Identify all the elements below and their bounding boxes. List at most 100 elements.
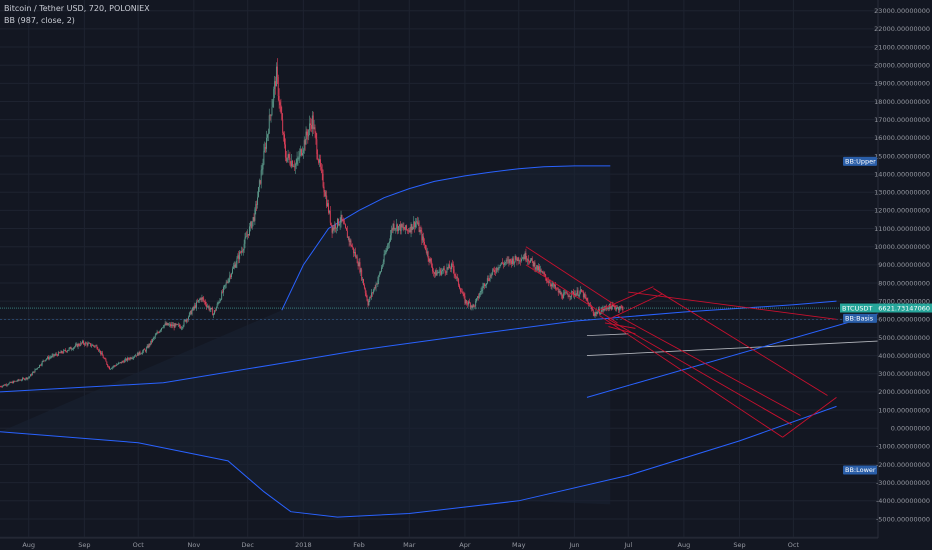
candle-body bbox=[9, 382, 11, 384]
candle-body bbox=[357, 263, 359, 267]
candle-body bbox=[121, 361, 123, 364]
candle-body bbox=[87, 343, 89, 346]
indicator-label[interactable]: BB (987, close, 2) bbox=[4, 16, 75, 25]
symbol-title[interactable]: Bitcoin / Tether USD, 720, POLONIEX bbox=[4, 4, 150, 13]
candle-body bbox=[429, 258, 431, 262]
candle-body bbox=[551, 284, 553, 287]
candle-body bbox=[566, 292, 568, 295]
candle-body bbox=[388, 243, 390, 245]
candle-body bbox=[113, 365, 115, 367]
candle-body bbox=[507, 259, 509, 261]
candle-body bbox=[497, 268, 499, 270]
candle-body bbox=[343, 221, 345, 224]
candle-body bbox=[518, 257, 520, 262]
candle-body bbox=[262, 164, 264, 170]
candle-body bbox=[298, 157, 300, 159]
candle-body bbox=[578, 294, 580, 296]
candle-body bbox=[442, 268, 444, 270]
candle-body bbox=[435, 270, 437, 276]
candle-body bbox=[150, 340, 152, 345]
candle-body bbox=[252, 217, 254, 222]
candle-body bbox=[529, 259, 531, 263]
candle-body bbox=[82, 341, 84, 343]
candle-body bbox=[482, 286, 484, 290]
candle-body bbox=[197, 301, 198, 303]
price-tick-label: 18000.00000000 bbox=[874, 98, 930, 106]
candle-body bbox=[204, 300, 206, 302]
candle-body bbox=[615, 307, 617, 310]
candle-body bbox=[104, 358, 106, 360]
candle-body bbox=[168, 324, 170, 326]
ray-line-blue bbox=[586, 313, 879, 398]
candle-body bbox=[501, 262, 503, 265]
candle-body bbox=[362, 279, 364, 280]
candle-body bbox=[155, 334, 157, 336]
candle-body bbox=[272, 100, 274, 108]
candle-body bbox=[276, 66, 278, 77]
candle-body bbox=[354, 252, 356, 257]
candle-body bbox=[110, 368, 112, 370]
candle-body bbox=[12, 381, 14, 384]
candle-body bbox=[455, 275, 457, 278]
price-tick-label: 4000.00000000 bbox=[878, 352, 930, 360]
candle-body bbox=[263, 150, 265, 165]
candle-body bbox=[472, 304, 474, 308]
candle-body bbox=[495, 267, 497, 273]
candle-body bbox=[193, 307, 195, 309]
candle-body bbox=[80, 342, 82, 346]
candle-body bbox=[280, 105, 282, 113]
candle-body bbox=[167, 323, 169, 326]
candle-body bbox=[185, 320, 187, 322]
candle-body bbox=[417, 222, 419, 224]
price-tick-label: 15000.00000000 bbox=[874, 152, 930, 160]
candle-body bbox=[394, 228, 396, 230]
candle-body bbox=[377, 280, 379, 285]
bb-basis-tag-bg bbox=[843, 313, 877, 323]
candle-body bbox=[209, 309, 211, 310]
candle-body bbox=[226, 282, 228, 284]
bb-background bbox=[0, 165, 611, 518]
candle-body bbox=[96, 345, 98, 349]
price-tick-label: 14000.00000000 bbox=[874, 170, 930, 178]
candle-body bbox=[378, 275, 380, 281]
candle-body bbox=[608, 308, 609, 309]
candle-body bbox=[227, 282, 229, 283]
candle-body bbox=[17, 379, 19, 381]
candle-body bbox=[300, 149, 302, 153]
time-tick-label: Oct bbox=[133, 541, 145, 549]
price-tick-label: 13000.00000000 bbox=[874, 189, 930, 197]
candle-body bbox=[13, 381, 14, 384]
candle-body bbox=[123, 361, 125, 363]
candle-body bbox=[612, 304, 614, 306]
candle-body bbox=[376, 283, 378, 285]
bb-basis-tag: BB:Basis bbox=[843, 313, 877, 323]
candle-body bbox=[190, 310, 192, 315]
candle-body bbox=[579, 291, 581, 295]
candle-body bbox=[161, 328, 162, 331]
candle-body bbox=[528, 259, 530, 262]
candle-body bbox=[206, 306, 208, 307]
channel-line bbox=[525, 264, 618, 324]
candle-body bbox=[197, 300, 199, 302]
candle-body bbox=[101, 352, 103, 356]
candle-body bbox=[372, 292, 373, 294]
candle-body bbox=[620, 306, 622, 308]
candle-body bbox=[255, 204, 257, 210]
price-tick-label: 6000.00000000 bbox=[878, 316, 930, 324]
time-axis: Aug Sep Oct Nov Dec 2018 Feb Mar Apr May Jun Jul Aug… bbox=[0, 537, 878, 550]
candle-body bbox=[312, 115, 314, 129]
candle-body bbox=[33, 371, 35, 373]
candle-body bbox=[59, 352, 61, 354]
candle-body bbox=[239, 251, 241, 260]
candle-body bbox=[508, 259, 510, 263]
candle-body bbox=[74, 344, 76, 347]
candle-body bbox=[163, 324, 165, 327]
candle-body bbox=[335, 224, 337, 229]
candle-body bbox=[370, 296, 372, 298]
candle-body bbox=[98, 349, 100, 352]
candle-body bbox=[569, 296, 571, 297]
price-tick-label: 21000.00000000 bbox=[874, 43, 930, 51]
candle-body bbox=[607, 308, 609, 309]
